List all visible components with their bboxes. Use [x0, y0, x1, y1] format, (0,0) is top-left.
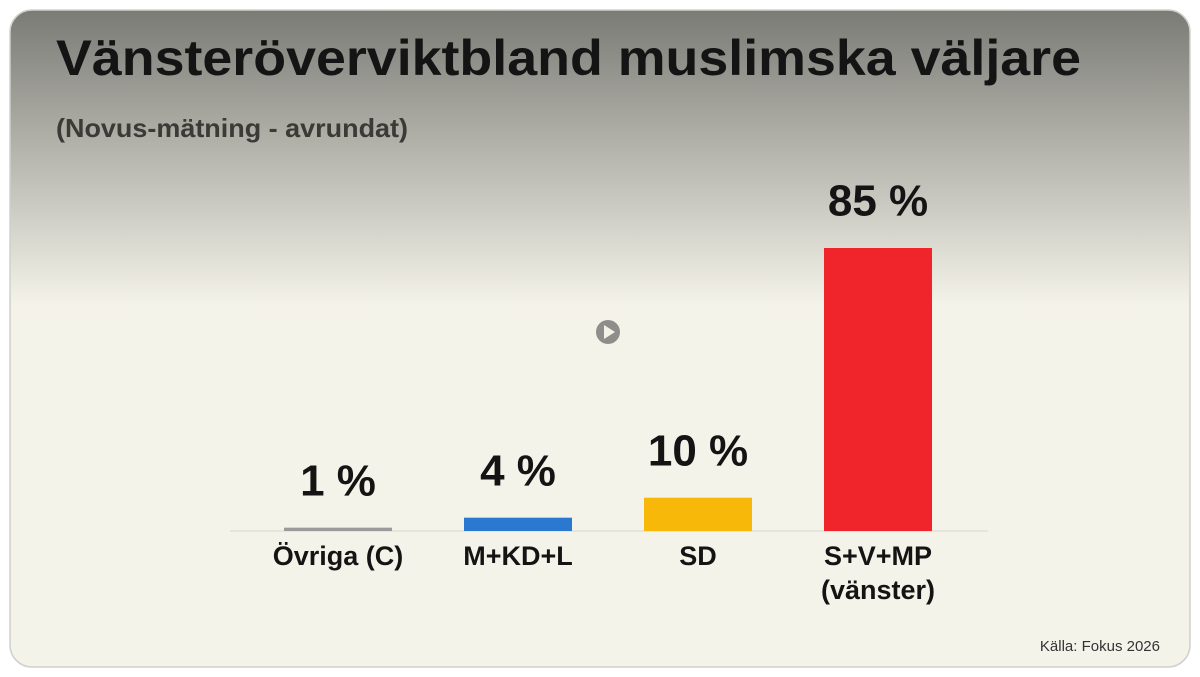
bar [824, 248, 932, 531]
chart-title: Vänsteröverviktbland muslimska väljare [56, 30, 1081, 86]
value-label: 85 % [828, 177, 928, 226]
play-button[interactable] [596, 320, 620, 344]
x-tick-label: M+KD+L [463, 541, 573, 571]
x-tick-label: S+V+MP (vänster) [820, 541, 936, 605]
bar [464, 517, 572, 531]
value-label: 4 % [480, 446, 556, 495]
x-tick-label: Övriga (C) [272, 541, 404, 571]
value-label: 10 % [648, 426, 748, 475]
chart-subtitle: (Novus-mätning - avrundat) [56, 113, 408, 143]
bar [644, 497, 752, 531]
x-tick-label: SD [679, 541, 717, 571]
bar [284, 527, 392, 531]
value-label: 1 % [300, 456, 376, 505]
source-note: Källa: Fokus 2026 [1040, 638, 1160, 655]
